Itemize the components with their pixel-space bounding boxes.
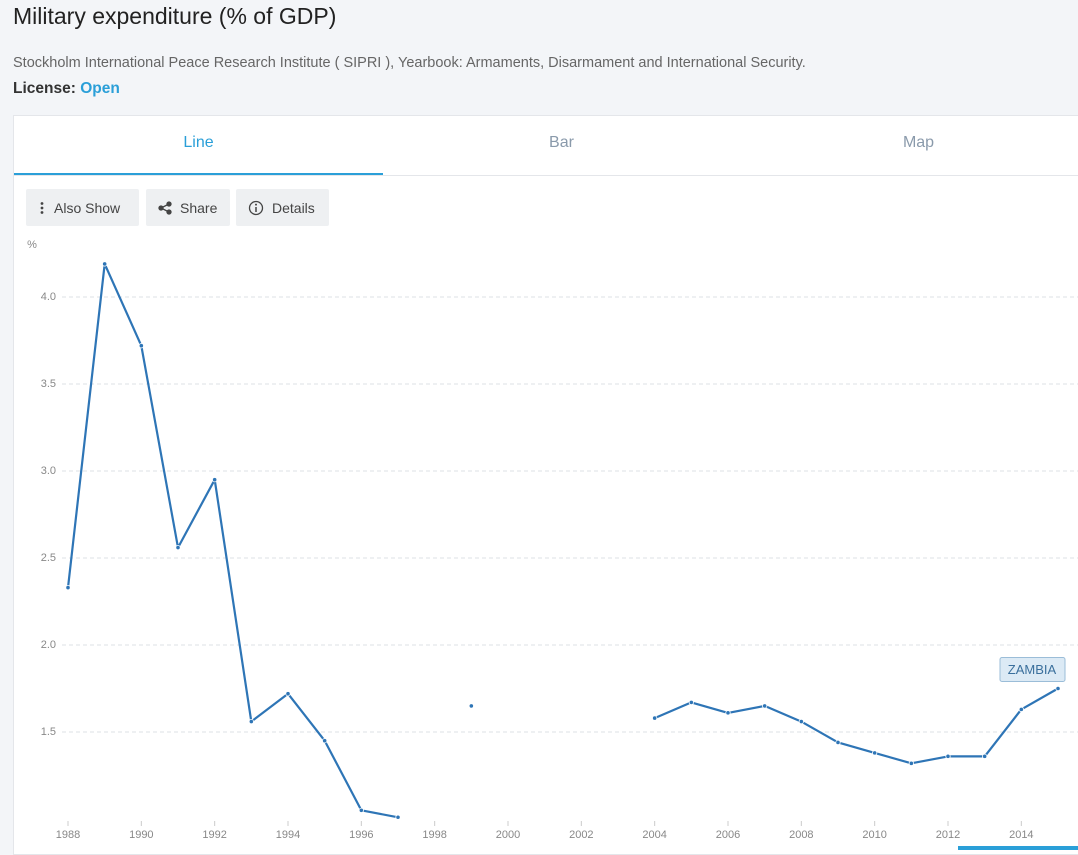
y-tick-label: 1.5 — [41, 726, 56, 738]
data-point — [285, 691, 291, 697]
license-link[interactable]: Open — [80, 80, 120, 97]
data-point — [1018, 706, 1024, 712]
data-point — [395, 814, 401, 820]
y-axis-label: % — [27, 239, 37, 251]
data-point — [762, 703, 768, 709]
tab-divider — [14, 175, 1078, 176]
data-point — [652, 715, 658, 721]
tab-map[interactable]: Map — [902, 134, 935, 151]
icon — [248, 200, 264, 215]
data-point — [212, 477, 218, 483]
y-tick-label: 4.0 — [41, 291, 56, 303]
tab-line[interactable]: Line — [14, 116, 383, 175]
x-tick-label: 2010 — [862, 829, 886, 841]
y-tick-label: 2.5 — [41, 552, 56, 564]
x-tick-label: 2004 — [642, 829, 666, 841]
data-point — [248, 718, 254, 725]
share-button[interactable]: Share — [146, 189, 230, 226]
scroll-indicator — [958, 846, 1078, 850]
data-point — [175, 544, 181, 551]
y-tick-label: 2.0 — [41, 639, 56, 651]
x-tick-label: 1990 — [129, 829, 153, 841]
data-point — [982, 753, 988, 759]
button-label: Share — [180, 199, 218, 216]
data-point — [798, 718, 804, 725]
icon — [40, 201, 44, 214]
x-tick-label: 1996 — [349, 829, 373, 841]
also-show-button[interactable]: Also Show — [26, 189, 139, 226]
data-point — [65, 584, 71, 591]
data-point — [908, 760, 914, 766]
y-tick-label: 3.5 — [41, 378, 56, 390]
data-point — [102, 261, 108, 267]
license-label: License: — [13, 80, 76, 97]
x-tick-label: 2006 — [716, 829, 740, 841]
x-tick-label: 2000 — [496, 829, 520, 841]
y-tick-label: 3.0 — [41, 465, 56, 477]
button-label: Also Show — [54, 199, 121, 216]
x-tick-label: 2014 — [1009, 829, 1033, 841]
data-point — [468, 703, 474, 709]
data-point — [322, 738, 328, 744]
source-note: Stockholm International Peace Research I… — [13, 55, 806, 71]
data-point — [688, 699, 694, 706]
x-tick-label: 1998 — [422, 829, 446, 841]
x-tick-label: 2012 — [936, 829, 960, 841]
tab-bar[interactable]: Bar — [549, 134, 574, 151]
x-tick-label: 2008 — [789, 829, 813, 841]
data-point — [1055, 685, 1061, 692]
data-point — [835, 739, 841, 746]
data-point — [358, 807, 364, 813]
data-point — [872, 750, 878, 756]
series-line — [66, 262, 1059, 819]
series-label-box — [999, 657, 1066, 682]
license: License: Open — [13, 80, 120, 98]
data-point — [138, 343, 144, 349]
page-title: Military expenditure (% of GDP) — [13, 3, 337, 29]
x-tick-label: 1994 — [276, 829, 300, 841]
x-tick-label: 1988 — [56, 829, 80, 841]
details-button[interactable]: Details — [236, 189, 329, 226]
x-tick-label: 2002 — [569, 829, 593, 841]
button-label: Details — [272, 199, 315, 216]
x-tick-label: 1992 — [202, 829, 226, 841]
icon — [158, 200, 172, 215]
series-label: ZAMBIA — [1008, 662, 1057, 677]
data-point — [725, 710, 731, 716]
data-point — [945, 753, 951, 759]
